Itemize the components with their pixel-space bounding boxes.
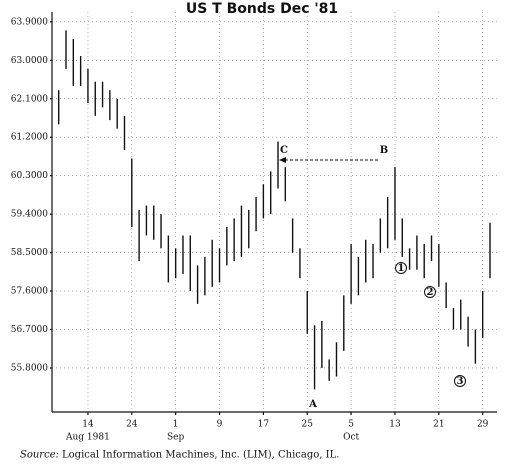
source-text: Logical Information Machines, Inc. (LIM)…	[62, 450, 339, 461]
y-tick-label: 56.7000	[11, 325, 48, 335]
x-tick-label: 17	[258, 420, 270, 430]
annotation: 2	[427, 287, 434, 298]
arrow-head	[279, 157, 286, 163]
y-tick-label: 63.9000	[11, 17, 48, 27]
month-label: Oct	[343, 433, 359, 443]
x-tick-label: 29	[477, 420, 489, 430]
source-label: Source:	[20, 450, 59, 461]
x-tick-label: 25	[302, 420, 314, 430]
annotation: A	[308, 399, 317, 410]
chart-title: US T Bonds Dec '81	[186, 1, 338, 17]
month-label: Aug 1981	[65, 433, 110, 443]
annotation: C	[280, 145, 288, 156]
y-tick-label: 62.1000	[11, 94, 48, 104]
y-tick-label: 58.5000	[11, 248, 48, 258]
x-tick-label: 5	[348, 420, 354, 430]
y-tick-label: 55.8000	[11, 363, 48, 373]
annotation: B	[380, 145, 388, 156]
annotation-circle	[454, 375, 466, 387]
x-tick-label: 1	[173, 420, 179, 430]
x-tick-label: 13	[389, 420, 401, 430]
annotation: 3	[457, 376, 464, 387]
y-tick-label: 60.3000	[11, 171, 48, 181]
y-tick-label: 63.0000	[11, 56, 48, 66]
annotation: 1	[398, 263, 405, 274]
y-tick-label: 57.6000	[11, 287, 48, 297]
x-tick-label: 14	[82, 420, 94, 430]
x-tick-label: 21	[433, 420, 444, 430]
annotation-circle	[395, 262, 407, 274]
annotation-circle	[424, 286, 436, 298]
x-tick-label: 9	[217, 420, 223, 430]
y-tick-label: 59.4000	[11, 210, 48, 220]
x-tick-label: 24	[126, 420, 138, 430]
month-label: Sep	[167, 433, 184, 443]
y-tick-label: 61.2000	[11, 133, 48, 143]
